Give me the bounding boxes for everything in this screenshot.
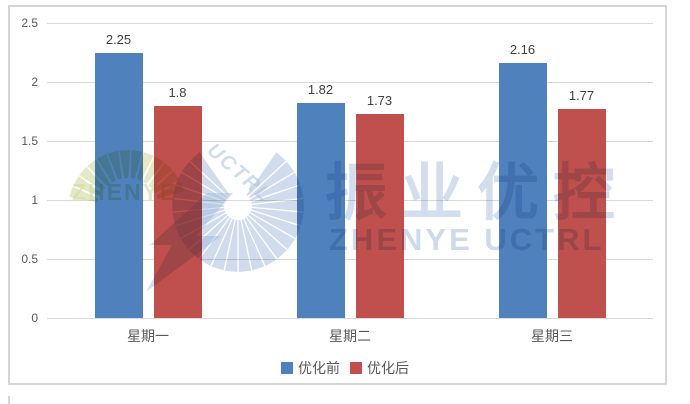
legend-label: 优化前 <box>298 360 340 376</box>
gridline <box>47 141 653 142</box>
value-label: 1.77 <box>568 88 595 104</box>
x-category-label: 星期一 <box>127 328 169 344</box>
value-label: 2.25 <box>105 31 132 47</box>
x-category-label: 星期三 <box>531 328 573 344</box>
y-tick-label: 1 <box>31 193 38 207</box>
legend-item-优化后: 优化后 <box>350 357 409 379</box>
value-label: 1.73 <box>366 92 393 108</box>
bar-优化前-星期三 <box>498 63 547 318</box>
y-tick-label: 0.5 <box>21 252 38 266</box>
y-tick-label: 0 <box>31 311 38 325</box>
legend-swatch <box>350 362 362 374</box>
chart-border-frame <box>8 5 667 385</box>
value-label: 1.8 <box>168 84 187 100</box>
bar-优化前-星期二 <box>296 103 345 318</box>
gridline <box>47 259 653 260</box>
gridline <box>47 200 653 201</box>
bar-优化后-星期三 <box>557 109 606 318</box>
partial-border-below <box>8 396 10 404</box>
value-label: 2.16 <box>509 42 536 58</box>
legend-item-优化前: 优化前 <box>281 357 340 379</box>
gridline <box>47 82 653 83</box>
bar-优化后-星期一 <box>153 105 202 318</box>
y-tick-label: 2.5 <box>21 16 38 30</box>
bar-优化后-星期二 <box>355 113 404 318</box>
y-tick-label: 1.5 <box>21 134 38 148</box>
legend-swatch <box>281 362 293 374</box>
bar-优化前-星期一 <box>94 52 143 318</box>
y-tick-label: 2 <box>31 75 38 89</box>
value-label: 1.82 <box>307 82 334 98</box>
gridline <box>47 23 653 24</box>
legend: 优化前 优化后 <box>0 357 690 379</box>
legend-label: 优化后 <box>367 360 409 376</box>
gridline <box>47 318 653 319</box>
x-category-label: 星期二 <box>329 328 371 344</box>
